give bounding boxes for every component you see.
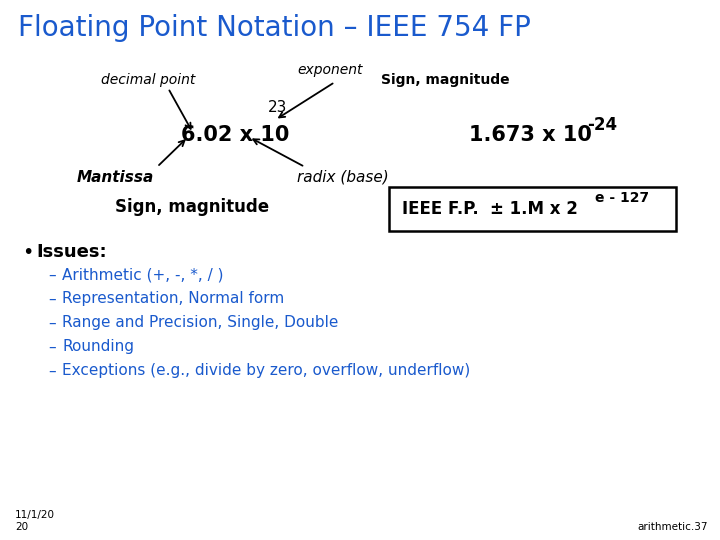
Text: exponent: exponent [297, 63, 363, 77]
Text: Floating Point Notation – IEEE 754 FP: Floating Point Notation – IEEE 754 FP [18, 14, 531, 42]
Text: IEEE F.P.: IEEE F.P. [402, 200, 479, 218]
Text: radix (base): radix (base) [297, 170, 389, 185]
Text: ± 1.M x 2: ± 1.M x 2 [490, 200, 578, 218]
Text: arithmetic.37: arithmetic.37 [637, 522, 708, 532]
Text: –: – [48, 363, 55, 379]
Text: Rounding: Rounding [62, 340, 134, 354]
Text: –: – [48, 315, 55, 330]
Text: –: – [48, 292, 55, 307]
Text: 11/1/20
20: 11/1/20 20 [15, 510, 55, 532]
Text: Arithmetic (+, -, *, / ): Arithmetic (+, -, *, / ) [62, 267, 223, 282]
Text: -24: -24 [587, 116, 617, 134]
Text: 23: 23 [269, 100, 288, 116]
Text: Mantissa: Mantissa [76, 170, 153, 185]
Text: Sign, magnitude: Sign, magnitude [115, 198, 269, 216]
Text: –: – [48, 340, 55, 354]
Text: Range and Precision, Single, Double: Range and Precision, Single, Double [62, 315, 338, 330]
Text: decimal point: decimal point [101, 73, 195, 87]
Text: 1.673 x 10: 1.673 x 10 [469, 125, 591, 145]
Text: Exceptions (e.g., divide by zero, overflow, underflow): Exceptions (e.g., divide by zero, overfl… [62, 363, 470, 379]
Text: Representation, Normal form: Representation, Normal form [62, 292, 284, 307]
Text: 6.02 x 10: 6.02 x 10 [181, 125, 289, 145]
Text: Issues:: Issues: [36, 243, 107, 261]
Text: –: – [48, 267, 55, 282]
FancyBboxPatch shape [389, 187, 676, 231]
Text: e - 127: e - 127 [595, 191, 649, 205]
Text: Sign, magnitude: Sign, magnitude [381, 73, 509, 87]
Text: •: • [22, 242, 33, 261]
